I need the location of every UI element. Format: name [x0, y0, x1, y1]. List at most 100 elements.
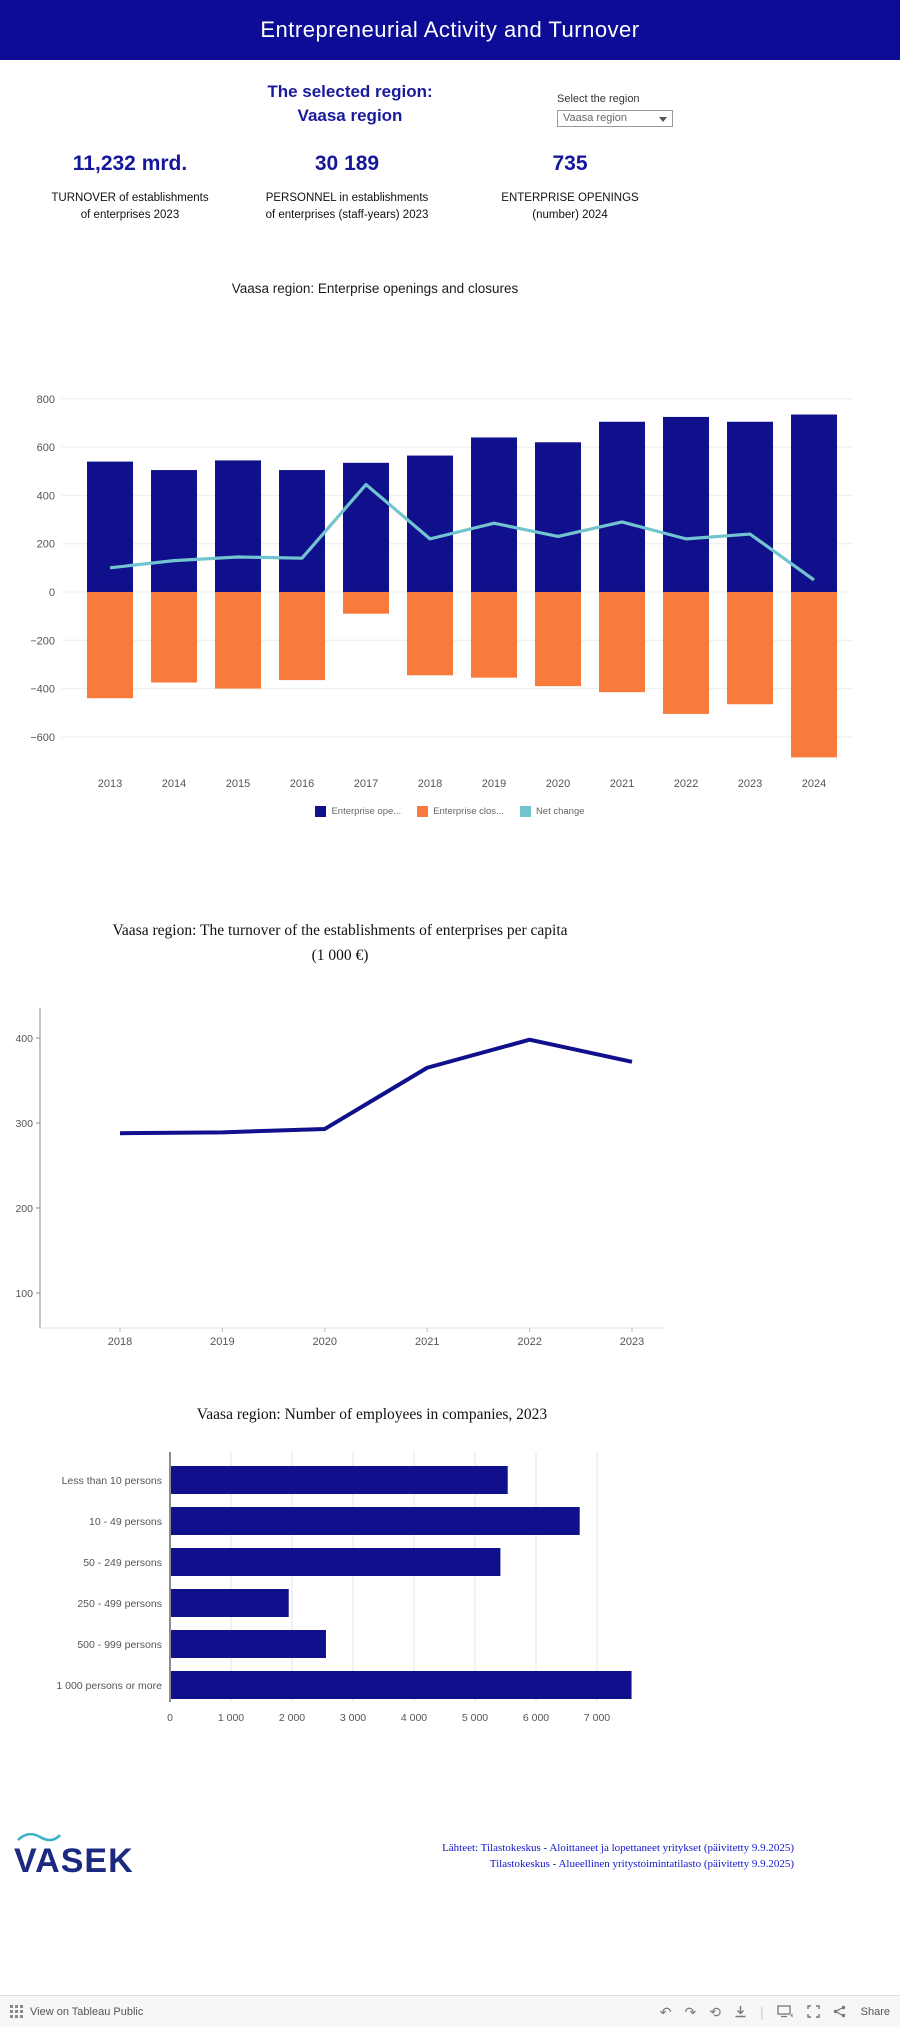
legend-item-closures[interactable]: Enterprise clos... [417, 806, 504, 817]
kpi-turnover-label-line1: TURNOVER of establishments [51, 192, 209, 204]
tableau-toolbar: View on Tableau Public ↶ ↷ ⟲ | Share [0, 1995, 900, 2027]
svg-text:200: 200 [37, 539, 55, 551]
kpi-openings-label-line1: ENTERPRISE OPENINGS [501, 192, 639, 204]
legend-item-netchange[interactable]: Net change [519, 806, 585, 817]
svg-text:2020: 2020 [313, 1336, 337, 1348]
chart1-title: Vaasa region: Enterprise openings and cl… [231, 281, 519, 296]
legend-closures-label: Enterprise clos... [433, 806, 504, 817]
svg-text:500 - 999 persons: 500 - 999 persons [77, 1639, 162, 1651]
selected-region-text: The selected region: Vaasa region [180, 80, 520, 128]
chart-turnover-per-capita[interactable]: 400 300 200 100 2018 2019 2020 2021 2022 2023 [0, 990, 700, 1355]
svg-text:2016: 2016 [290, 778, 314, 790]
kpi-turnover: 11,232 mrd. TURNOVER of establishments o… [20, 152, 240, 224]
svg-text:10 - 49 persons: 10 - 49 persons [89, 1516, 162, 1528]
svg-text:2014: 2014 [162, 778, 186, 790]
reset-icon[interactable]: ⟲ [709, 2003, 721, 2020]
chart3-title: Vaasa region: Number of employees in com… [196, 1406, 548, 1423]
tableau-grid-icon [10, 2005, 23, 2018]
download-icon[interactable] [734, 2005, 747, 2018]
svg-text:2021: 2021 [415, 1336, 439, 1348]
svg-text:7 000: 7 000 [584, 1712, 610, 1724]
svg-text:2022: 2022 [674, 778, 698, 790]
svg-text:400: 400 [37, 490, 55, 502]
chart1-legend: Enterprise ope... Enterprise clos... Net… [0, 806, 900, 817]
kpi-openings: 735 ENTERPRISE OPENINGS (number) 2024 [460, 152, 680, 224]
region-selector-dropdown[interactable]: Vaasa region [557, 110, 673, 127]
svg-text:2019: 2019 [482, 778, 506, 790]
share-label[interactable]: Share [860, 2005, 890, 2018]
kpi-personnel: 30 189 PERSONNEL in establishments of en… [237, 152, 457, 224]
svg-text:−200: −200 [30, 635, 55, 647]
chart2-title-line1: Vaasa region: The turnover of the establ… [112, 922, 568, 939]
svg-text:−400: −400 [30, 684, 55, 696]
page-title: Entrepreneurial Activity and Turnover [260, 17, 640, 42]
svg-text:0: 0 [49, 587, 55, 599]
svg-text:2023: 2023 [620, 1336, 644, 1348]
share-icon[interactable] [833, 2005, 846, 2018]
chart-openings-closures[interactable]: 800 600 400 200 0 −200 −400 −600 2013 2014 2015 201… [30, 300, 880, 800]
kpi-openings-label-line2: (number) 2024 [532, 209, 608, 221]
chart-employees-in-companies[interactable]: 0 1 000 2 000 3 000 4 000 5 000 6 000 7 000 Less… [0, 1440, 900, 1735]
svg-text:−600: −600 [30, 732, 55, 744]
svg-text:Less than 10 persons: Less than 10 persons [62, 1475, 162, 1487]
vasek-logo: VASEK [14, 1842, 134, 1880]
source-line1[interactable]: Lähteet: Tilastokeskus - Aloittaneet ja … [442, 1842, 794, 1854]
svg-text:2021: 2021 [610, 778, 634, 790]
chart2-title: Vaasa region: The turnover of the establ… [40, 918, 640, 968]
svg-text:5 000: 5 000 [462, 1712, 488, 1724]
kpi-personnel-value: 30 189 [314, 152, 380, 175]
region-selector-label: Select the region [557, 93, 640, 105]
svg-text:300: 300 [15, 1118, 33, 1130]
svg-text:600: 600 [37, 442, 55, 454]
svg-text:2 000: 2 000 [279, 1712, 305, 1724]
svg-text:800: 800 [37, 394, 55, 406]
source-links[interactable]: Lähteet: Tilastokeskus - Aloittaneet ja … [234, 1840, 794, 1872]
kpi-personnel-label-line1: PERSONNEL in establishments [265, 192, 429, 204]
legend-item-openings[interactable]: Enterprise ope... [315, 806, 401, 817]
svg-text:250 - 499 persons: 250 - 499 persons [77, 1598, 162, 1610]
chevron-down-icon [659, 117, 667, 122]
closures-swatch-icon [417, 806, 429, 817]
vasek-logo-wave-icon [17, 1832, 61, 1842]
kpi-turnover-value: 11,232 mrd. [72, 152, 188, 175]
legend-netchange-label: Net change [535, 806, 585, 817]
kpi-personnel-label-line2: of enterprises (staff-years) 2023 [265, 209, 429, 221]
chart2-title-line2: (1 000 €) [311, 947, 369, 964]
svg-text:3 000: 3 000 [340, 1712, 366, 1724]
header-banner: Entrepreneurial Activity and Turnover [0, 0, 900, 60]
kpi-openings-value: 735 [552, 152, 588, 175]
svg-text:2020: 2020 [546, 778, 570, 790]
svg-text:4 000: 4 000 [401, 1712, 427, 1724]
source-line2[interactable]: Tilastokeskus - Alueellinen yritystoimin… [489, 1858, 794, 1870]
svg-text:2022: 2022 [517, 1336, 541, 1348]
svg-text:200: 200 [15, 1203, 33, 1215]
legend-openings-label: Enterprise ope... [331, 806, 402, 817]
region-selector-value: Vaasa region [563, 112, 628, 124]
kpi-turnover-label-line2: of enterprises 2023 [80, 209, 180, 221]
svg-text:2017: 2017 [354, 778, 378, 790]
view-on-tableau-link[interactable]: View on Tableau Public [30, 2005, 144, 2018]
svg-text:400: 400 [15, 1033, 33, 1045]
svg-text:0: 0 [167, 1712, 173, 1724]
undo-icon[interactable]: ↶ [659, 2003, 672, 2020]
svg-text:2024: 2024 [802, 778, 826, 790]
svg-text:6 000: 6 000 [523, 1712, 549, 1724]
svg-text:2018: 2018 [418, 778, 442, 790]
toolbar-separator: | [760, 2003, 764, 2020]
svg-text:100: 100 [15, 1288, 33, 1300]
selected-region-line1: The selected region: [267, 82, 433, 101]
display-mode-icon[interactable] [776, 2005, 794, 2018]
svg-text:1 000: 1 000 [218, 1712, 244, 1724]
netchange-swatch-icon [519, 806, 531, 817]
fullscreen-icon[interactable] [806, 2005, 820, 2018]
svg-text:1 000 persons or more: 1 000 persons or more [56, 1680, 162, 1692]
svg-text:2019: 2019 [210, 1336, 234, 1348]
redo-icon[interactable]: ↷ [684, 2003, 697, 2020]
svg-text:2013: 2013 [98, 778, 122, 790]
svg-text:2023: 2023 [738, 778, 762, 790]
svg-text:50 - 249 persons: 50 - 249 persons [83, 1557, 162, 1569]
svg-text:2018: 2018 [108, 1336, 132, 1348]
openings-swatch-icon [315, 806, 327, 817]
svg-text:2015: 2015 [226, 778, 250, 790]
selected-region-line2: Vaasa region [297, 106, 403, 125]
